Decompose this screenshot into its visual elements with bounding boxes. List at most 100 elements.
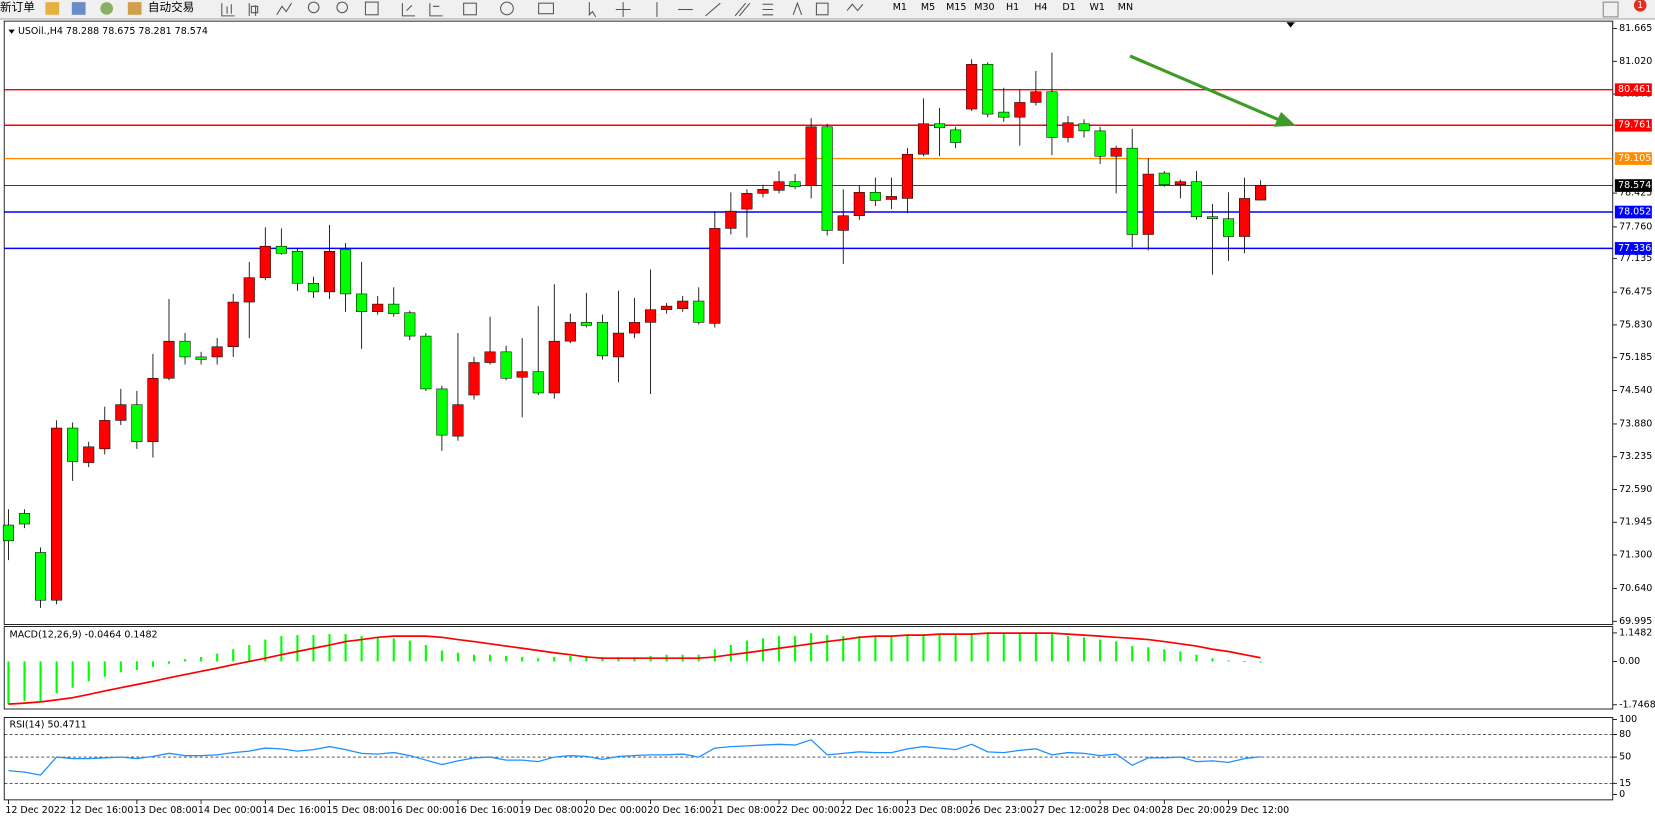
macd-bar <box>151 661 154 667</box>
candle-body <box>1239 198 1251 237</box>
icon[interactable] <box>71 2 86 15</box>
search-icon[interactable] <box>1602 1 1619 18</box>
y-tick-label: 100 <box>1619 714 1637 725</box>
icon[interactable] <box>792 1 803 15</box>
macd-bar <box>55 661 58 694</box>
candle-body <box>1030 91 1042 103</box>
candle-body <box>1206 216 1219 220</box>
x-tick-label: 28 Dec 20:00 <box>1161 805 1225 816</box>
candle-body <box>211 346 223 358</box>
price-label-box <box>1614 152 1652 165</box>
timeframe-button[interactable]: H4 <box>1034 2 1047 13</box>
candle-body <box>677 300 689 309</box>
macd-bar <box>103 661 106 677</box>
icon[interactable] <box>846 3 864 12</box>
icon[interactable] <box>588 2 597 18</box>
icon[interactable] <box>762 3 774 16</box>
icon[interactable] <box>734 2 751 17</box>
macd-bar <box>874 636 877 662</box>
candle-body <box>388 303 400 315</box>
price-label: 79.761 <box>1618 120 1651 131</box>
notification-badge[interactable] <box>1633 0 1647 12</box>
timeframe-button[interactable]: D1 <box>1062 2 1075 13</box>
timeframe-button[interactable]: H1 <box>1006 2 1019 13</box>
macd-bar <box>408 640 411 662</box>
menu-arrow[interactable] <box>8 29 15 34</box>
icon[interactable] <box>45 2 60 15</box>
timeframe-button[interactable]: M15 <box>946 2 966 13</box>
main-panel <box>3 20 1614 625</box>
y-tick-label: 1.1482 <box>1619 627 1652 638</box>
candle-body <box>693 300 705 323</box>
candle-body <box>323 250 336 293</box>
price-label-box <box>1614 205 1652 219</box>
icon[interactable] <box>221 3 235 17</box>
icon[interactable] <box>307 1 320 14</box>
icon[interactable] <box>248 3 259 16</box>
candle-body <box>1126 147 1138 235</box>
price-label: 79.105 <box>1618 153 1651 164</box>
macd-bar <box>1034 633 1037 662</box>
y-tick-label: 74.540 <box>1619 385 1652 396</box>
candle-body <box>950 129 962 143</box>
x-tick-label: 20 Dec 16:00 <box>647 805 711 816</box>
auto-trading-button[interactable]: 自动交易 <box>148 0 194 14</box>
timeframe-button[interactable]: M1 <box>893 2 907 13</box>
icon[interactable] <box>615 2 631 17</box>
candle-body <box>1046 91 1058 138</box>
macd-bar <box>248 645 251 662</box>
icon[interactable] <box>100 2 114 15</box>
macd-bar <box>280 636 283 662</box>
timeframe-button[interactable]: MN <box>1118 2 1133 13</box>
icon[interactable] <box>401 3 416 17</box>
y-tick-label: 76.475 <box>1619 287 1652 298</box>
icon[interactable] <box>429 3 443 17</box>
candle-body <box>2 524 14 542</box>
candle-body <box>821 126 833 231</box>
icon[interactable] <box>463 2 477 16</box>
candle-body <box>147 377 159 443</box>
y-tick-label: 0 <box>1619 789 1625 800</box>
candle-body <box>195 356 207 360</box>
price-label-box <box>1614 83 1652 97</box>
macd-bar <box>794 636 797 662</box>
macd-bar <box>440 650 443 662</box>
timeframe-button[interactable]: M30 <box>974 2 994 13</box>
icon[interactable] <box>705 2 721 17</box>
candle-body <box>468 362 480 396</box>
candle-body <box>163 340 175 379</box>
macd-bar <box>23 661 26 701</box>
candle-body <box>307 282 320 293</box>
price-label: 78.574 <box>1618 180 1651 191</box>
icon[interactable] <box>364 1 379 16</box>
macd-bar <box>7 661 10 705</box>
x-tick-label: 22 Dec 16:00 <box>840 805 904 816</box>
candle-body <box>291 250 303 284</box>
y-tick-label: -1.7468 <box>1619 699 1655 710</box>
timeframe-button[interactable]: W1 <box>1090 2 1105 13</box>
macd-bar <box>456 652 460 662</box>
candle-body <box>869 192 881 201</box>
icon[interactable] <box>538 2 554 15</box>
icon[interactable] <box>336 1 349 14</box>
chart-shift-marker[interactable] <box>1286 22 1295 28</box>
candle-body <box>757 189 769 194</box>
y-tick-label: 71.945 <box>1619 517 1652 528</box>
candle-body <box>1255 185 1267 201</box>
icon[interactable] <box>815 2 829 16</box>
macd-bar <box>392 638 395 662</box>
icon[interactable] <box>276 2 292 16</box>
new-order-button[interactable]: 新订单 <box>0 0 35 14</box>
signal-line <box>8 632 1261 705</box>
x-tick-label: 16 Dec 16:00 <box>455 805 519 816</box>
x-tick-label: 22 Dec 00:00 <box>776 805 840 816</box>
x-tick-label: 27 Dec 12:00 <box>1033 805 1097 816</box>
candle-body <box>645 309 657 323</box>
timeframe-button[interactable]: M5 <box>921 2 935 13</box>
icon[interactable] <box>500 1 514 16</box>
y-tick-label: 75.185 <box>1619 352 1652 363</box>
candle-body <box>1062 122 1074 138</box>
candle-body <box>580 322 592 326</box>
auto-trading-icon[interactable] <box>127 2 142 15</box>
macd-bar <box>264 639 267 662</box>
